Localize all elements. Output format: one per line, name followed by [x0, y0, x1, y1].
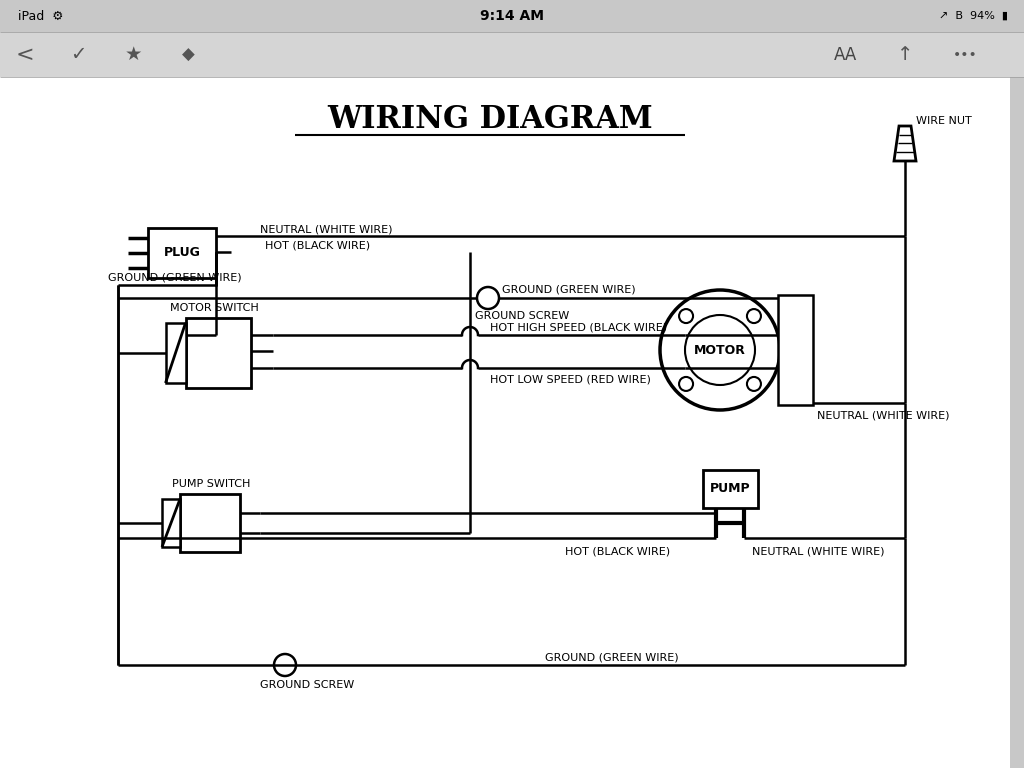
Text: HOT (BLACK WIRE): HOT (BLACK WIRE) [265, 240, 370, 250]
Text: <: < [15, 45, 35, 65]
Circle shape [685, 315, 755, 385]
Text: ↑: ↑ [897, 45, 913, 64]
Text: PUMP: PUMP [710, 482, 751, 495]
Bar [0, 0, 1024, 32]
Text: GROUND (GREEN WIRE): GROUND (GREEN WIRE) [545, 653, 679, 663]
Circle shape [746, 309, 761, 323]
Polygon shape [166, 323, 185, 383]
Bar [1010, 77, 1024, 768]
Text: iPad  ⚙: iPad ⚙ [18, 9, 63, 22]
Text: 9:14 AM: 9:14 AM [480, 9, 544, 23]
Bar [185, 318, 251, 388]
Text: GROUND (GREEN WIRE): GROUND (GREEN WIRE) [108, 273, 242, 283]
Circle shape [477, 287, 499, 309]
Bar [0, 77, 1024, 768]
Text: HOT HIGH SPEED (BLACK WIRE): HOT HIGH SPEED (BLACK WIRE) [490, 322, 667, 332]
Circle shape [679, 377, 693, 391]
Text: MOTOR SWITCH: MOTOR SWITCH [171, 303, 259, 313]
Text: AA: AA [834, 45, 857, 64]
Circle shape [746, 377, 761, 391]
Text: PLUG: PLUG [164, 247, 201, 260]
Bar [180, 494, 240, 552]
Polygon shape [894, 126, 916, 161]
Text: WIRING DIAGRAM: WIRING DIAGRAM [328, 104, 653, 134]
Text: ★: ★ [124, 45, 141, 64]
Text: GROUND SCREW: GROUND SCREW [260, 680, 354, 690]
Text: NEUTRAL (WHITE WIRE): NEUTRAL (WHITE WIRE) [260, 224, 392, 234]
Text: NEUTRAL (WHITE WIRE): NEUTRAL (WHITE WIRE) [817, 411, 949, 421]
Circle shape [679, 309, 693, 323]
Text: GROUND SCREW: GROUND SCREW [475, 311, 569, 321]
Text: ◆: ◆ [181, 45, 195, 64]
Text: PUMP SWITCH: PUMP SWITCH [172, 479, 251, 489]
Text: NEUTRAL (WHITE WIRE): NEUTRAL (WHITE WIRE) [752, 546, 885, 556]
Text: ↗  B  94%  ▮: ↗ B 94% ▮ [939, 11, 1008, 21]
Polygon shape [162, 499, 180, 547]
Circle shape [274, 654, 296, 676]
Text: GROUND (GREEN WIRE): GROUND (GREEN WIRE) [502, 285, 636, 295]
Text: MOTOR: MOTOR [694, 343, 745, 356]
Text: •••: ••• [952, 48, 977, 61]
Bar [0, 32, 1024, 77]
Text: WIRE NUT: WIRE NUT [916, 116, 972, 126]
Text: HOT (BLACK WIRE): HOT (BLACK WIRE) [565, 547, 670, 557]
Bar [778, 295, 813, 405]
Bar [702, 470, 758, 508]
Text: ✓: ✓ [70, 45, 86, 64]
Bar [148, 228, 216, 278]
Circle shape [660, 290, 780, 410]
Text: HOT LOW SPEED (RED WIRE): HOT LOW SPEED (RED WIRE) [490, 375, 651, 385]
